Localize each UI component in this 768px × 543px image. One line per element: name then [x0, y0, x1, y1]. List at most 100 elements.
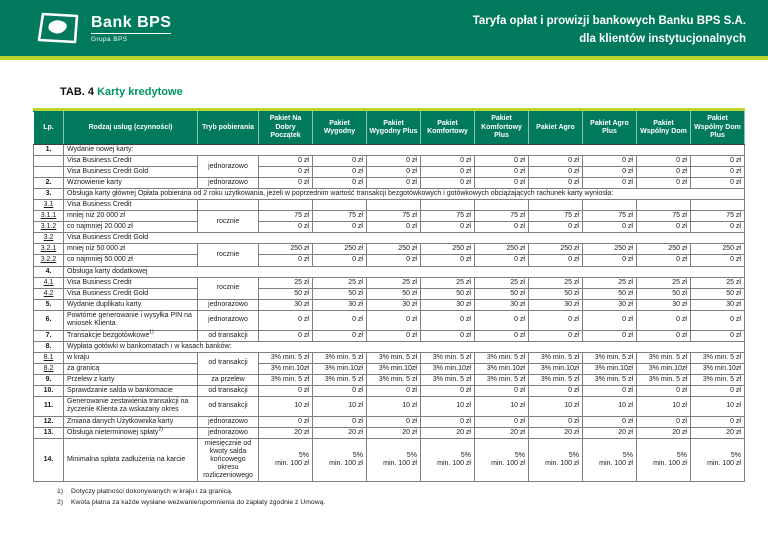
- lp-cell: [33, 155, 64, 168]
- column-header: Pakiet Komfortowy Plus: [474, 111, 529, 145]
- fee-cell: 0 zł: [528, 221, 583, 234]
- fee-cell: 5% min. 100 zł: [582, 438, 637, 483]
- fee-cell: 10 zł: [420, 395, 475, 417]
- fee-cell: 20 zł: [528, 427, 583, 440]
- fee-cell: 3% min. 5 zł: [474, 351, 529, 364]
- fee-cell: 0 zł: [420, 384, 475, 397]
- table-row: 12. Zmiana danych Użytkownika karty jednor…: [33, 415, 745, 429]
- fee-cell: 0 zł: [528, 254, 583, 267]
- column-header: Pakiet Komfortowy: [420, 111, 475, 145]
- charge-mode-cell: jednorazowo: [197, 298, 259, 311]
- fee-cell: 0 zł: [366, 329, 421, 342]
- fee-cell: 0 zł: [690, 177, 745, 190]
- top-banner: Bank BPS Grupa BPS Taryfa opłat i prowiz…: [0, 0, 768, 56]
- fee-cell: 10 zł: [582, 395, 637, 417]
- table-row: 4.1 Visa Business Credit rocznie 25 zł 25 zł…: [33, 276, 745, 300]
- fee-cell: 50 zł: [582, 287, 637, 300]
- fee-cell: 30 zł: [366, 298, 421, 311]
- fee-cell: 0 zł: [312, 221, 367, 234]
- column-header: Tryb pobierania: [197, 111, 259, 145]
- charge-mode-cell: za przelew: [197, 373, 259, 386]
- fee-cell: 0 zł: [420, 177, 475, 190]
- fee-cell: 0 zł: [366, 309, 421, 331]
- fee-cell: 30 zł: [420, 298, 475, 311]
- lp-cell: [33, 166, 64, 179]
- fee-cell: 10 zł: [528, 395, 583, 417]
- fee-cell: 20 zł: [582, 427, 637, 440]
- fee-cell: 3% min.10zł: [366, 362, 421, 375]
- lp-cell: 12.: [33, 415, 64, 429]
- column-header: Pakiet Na Dobry Początek: [258, 111, 313, 145]
- lp-cell: 3.1.1: [33, 210, 64, 223]
- fee-cell: 250 zł: [366, 243, 421, 256]
- fee-cell: 3% min. 5 zł: [636, 373, 691, 386]
- footnote: 1) Dotyczy płatności dokonywanych w kraju…: [57, 487, 768, 497]
- fee-cell: 25 zł: [366, 276, 421, 289]
- fee-cell: 5% min. 100 zł: [366, 438, 421, 483]
- fee-cell: 75 zł: [582, 210, 637, 223]
- column-header: Pakiet Wygodny Plus: [366, 111, 421, 145]
- fee-cell: 0 zł: [366, 155, 421, 168]
- table-row: 1. Wydanie nowej karty:: [33, 143, 745, 157]
- fee-cell: 0 zł: [690, 221, 745, 234]
- fee-cell: 250 zł: [258, 243, 313, 256]
- lp-cell: 4.1: [33, 276, 64, 289]
- fee-cell: 0 zł: [528, 384, 583, 397]
- table-body: 1. Wydanie nowej karty: Visa Business Cred…: [33, 143, 745, 483]
- document-title-line2: dla klientów instytucjonalnych: [579, 32, 746, 45]
- fee-cell: 3% min. 5 zł: [690, 373, 745, 386]
- fee-cell: 25 zł: [528, 276, 583, 289]
- fee-cell: 30 zł: [528, 298, 583, 311]
- fee-cell: 250 zł: [420, 243, 475, 256]
- fee-cell: 0 zł: [366, 177, 421, 190]
- fee-cell: 0 zł: [474, 329, 529, 342]
- fee-cell: 0 zł: [528, 329, 583, 342]
- fee-cell: 0 zł: [366, 166, 421, 179]
- footnote-number: 1): [57, 488, 64, 496]
- column-header: Pakiet Wspólny Dom: [636, 111, 691, 145]
- fee-cell: 0 zł: [474, 309, 529, 331]
- fee-cell: 0 zł: [420, 309, 475, 331]
- table-row: 3.1.2 co najmniej 20 000 zł 0 zł 0 zł 0 zł 0 …: [33, 221, 745, 234]
- fee-cell: 0 zł: [636, 155, 691, 168]
- fee-cell: 0 zł: [528, 415, 583, 429]
- table-row: 3.1 Visa Business Credit: [33, 199, 745, 212]
- empty-cell: [636, 199, 691, 212]
- fee-cell: 0 zł: [258, 166, 313, 179]
- service-name-cell: Przelew z karty: [63, 373, 198, 386]
- footnote-text: Dotyczy płatności dokonywanych w kraju i…: [71, 488, 233, 496]
- footnote: 2) Kwota płatna za każde wysłane wezwanie…: [57, 498, 768, 508]
- column-header: Pakiet Agro: [528, 111, 583, 145]
- fee-cell: 0 zł: [312, 177, 367, 190]
- fee-cell: 250 zł: [690, 243, 745, 256]
- fee-cell: 3% min.10zł: [312, 362, 367, 375]
- fee-cell: 0 zł: [690, 415, 745, 429]
- fee-cell: 25 zł: [420, 276, 475, 289]
- table-row: 4. Obsługa karty dodatkowej: [33, 265, 745, 278]
- fee-cell: 0 zł: [474, 221, 529, 234]
- table-header-row: Lp. Rodzaj usług (czynności) Tryb pobieran…: [33, 111, 745, 145]
- fee-cell: 50 zł: [420, 287, 475, 300]
- fee-cell: 50 zł: [528, 287, 583, 300]
- fee-cell: 250 zł: [636, 243, 691, 256]
- fee-cell: 0 zł: [636, 384, 691, 397]
- fee-cell: 20 zł: [366, 427, 421, 440]
- fee-cell: 0 zł: [366, 415, 421, 429]
- fee-cell: 50 zł: [636, 287, 691, 300]
- fee-cell: 25 zł: [690, 276, 745, 289]
- table-row: 3. Obsługa karty głównej Opłata pobierana…: [33, 188, 745, 201]
- table-row: Visa Business Credit jednorazowo 0 zł 0 zł 0…: [33, 155, 745, 179]
- fee-cell: 3% min. 5 zł: [258, 351, 313, 364]
- table-row: 3.2.1 mniej niż 50 000 zł rocznie 250 zł 250…: [33, 243, 745, 267]
- fee-cell: 0 zł: [258, 384, 313, 397]
- document-title-line1: Taryfa opłat i prowizji bankowych Banku …: [472, 15, 746, 27]
- bps-logo-icon: [37, 12, 79, 44]
- lp-cell: 3.1.2: [33, 221, 64, 234]
- fee-cell: 3% min.10zł: [690, 362, 745, 375]
- fee-cell: 50 zł: [312, 287, 367, 300]
- column-header: Pakiet Wygodny: [312, 111, 367, 145]
- fee-cell: 0 zł: [690, 166, 745, 179]
- fee-cell: 25 zł: [312, 276, 367, 289]
- lp-cell: 3.2.1: [33, 243, 64, 256]
- fee-cell: 0 zł: [366, 254, 421, 267]
